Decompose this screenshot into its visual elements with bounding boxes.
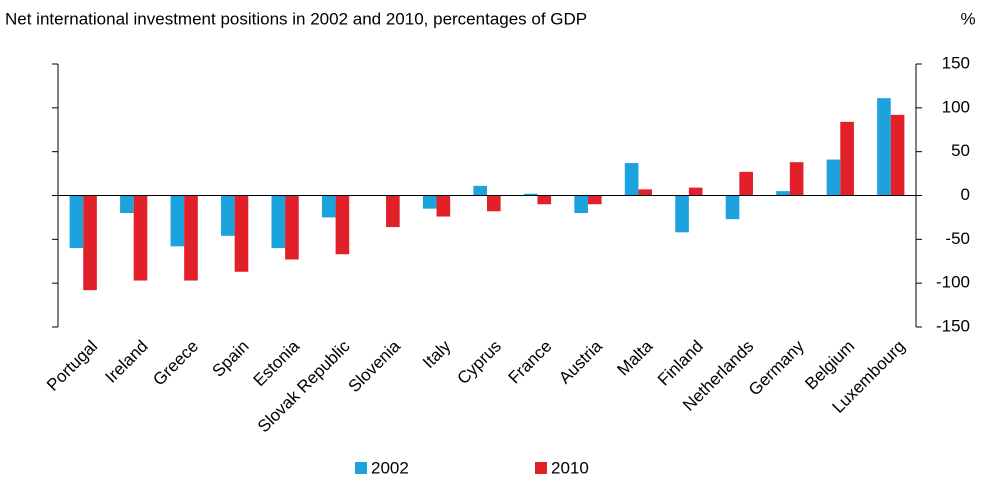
bar [487, 195, 501, 212]
legend-label: 2010 [551, 458, 589, 477]
bar [184, 195, 198, 281]
x-tick-label: Spain [208, 337, 252, 381]
bar [890, 114, 905, 196]
bar [739, 171, 753, 196]
bar [688, 187, 703, 196]
x-tick-label: Portugal [43, 337, 101, 395]
bar [725, 195, 740, 220]
bar [877, 98, 891, 196]
y-tick-label: 0 [961, 185, 970, 204]
chart-title: Net international investment positions i… [5, 9, 587, 28]
bar [789, 162, 804, 196]
legend-label: 2002 [371, 458, 409, 477]
bar [234, 195, 249, 272]
x-tick-label: Malta [614, 336, 657, 379]
bar [574, 195, 588, 214]
bar [386, 195, 400, 228]
legend-swatch [535, 462, 547, 474]
bar [523, 193, 538, 196]
bar [321, 195, 336, 218]
y-tick-label: -100 [936, 273, 970, 292]
x-tick-label: Italy [419, 336, 455, 372]
bar [83, 195, 97, 291]
x-tick-label: Cyprus [453, 337, 505, 389]
bar [587, 195, 602, 205]
bar [133, 195, 148, 281]
bar [840, 121, 854, 196]
bar [271, 195, 286, 249]
bar [675, 195, 689, 233]
x-tick-label: Germany [745, 336, 808, 399]
legend-swatch [355, 462, 367, 474]
bar [170, 195, 185, 247]
bar [776, 191, 790, 196]
y-tick-label: 150 [942, 53, 970, 72]
x-tick-label: Slovenia [345, 336, 405, 396]
y-tick-label: 50 [951, 141, 970, 160]
x-tick-label: Austria [555, 336, 606, 387]
bar [826, 159, 841, 196]
y-tick-label: -50 [945, 229, 970, 248]
bar [285, 195, 299, 260]
bar [436, 195, 451, 217]
x-tick-label: Greece [149, 337, 202, 390]
bar [221, 195, 235, 236]
bar [335, 195, 350, 255]
x-tick-label: Ireland [102, 337, 152, 387]
bar [473, 185, 487, 196]
bar [69, 195, 84, 249]
bar [422, 195, 437, 209]
bar [537, 195, 552, 205]
y-unit: % [960, 9, 975, 28]
bar [120, 195, 134, 214]
bar [638, 189, 653, 196]
x-tick-label: Slovak Republic [254, 336, 354, 436]
y-tick-label: 100 [942, 97, 970, 116]
bar [624, 163, 639, 196]
y-tick-label: -150 [936, 316, 970, 335]
x-tick-label: France [505, 337, 556, 388]
